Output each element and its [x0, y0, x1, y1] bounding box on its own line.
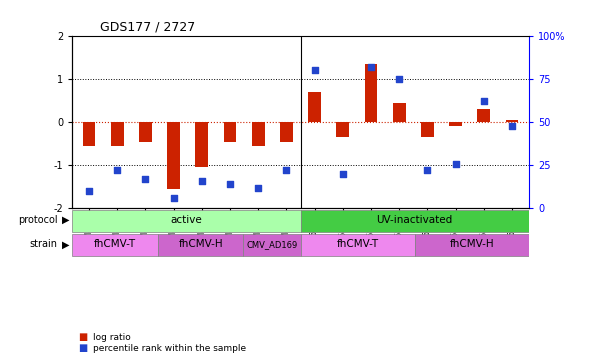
Text: ▶: ▶	[63, 215, 70, 225]
Point	[254, 185, 263, 191]
FancyBboxPatch shape	[300, 234, 415, 256]
Point	[479, 99, 489, 104]
Bar	[337, 122, 349, 137]
Bar	[195, 122, 208, 167]
Text: active: active	[171, 215, 202, 225]
Point	[310, 67, 319, 73]
Text: fhCMV-T: fhCMV-T	[337, 240, 379, 250]
Text: CMV_AD169: CMV_AD169	[246, 240, 297, 249]
Point	[394, 76, 404, 82]
Point	[338, 171, 347, 177]
Text: fhCMV-H: fhCMV-H	[450, 240, 494, 250]
Point	[366, 64, 376, 70]
FancyBboxPatch shape	[415, 234, 529, 256]
FancyBboxPatch shape	[300, 210, 529, 232]
FancyBboxPatch shape	[72, 234, 157, 256]
Text: protocol: protocol	[18, 215, 58, 225]
Bar	[477, 109, 490, 122]
Point	[225, 181, 235, 187]
Bar	[365, 64, 377, 122]
Bar	[224, 122, 236, 141]
Text: fhCMV-T: fhCMV-T	[94, 240, 136, 250]
Bar	[167, 122, 180, 189]
Bar	[139, 122, 152, 141]
Bar	[449, 122, 462, 126]
Point	[451, 161, 460, 166]
Point	[423, 167, 432, 173]
Point	[197, 178, 207, 183]
Point	[282, 167, 291, 173]
Text: percentile rank within the sample: percentile rank within the sample	[93, 343, 246, 353]
Point	[112, 167, 122, 173]
Bar	[393, 103, 406, 122]
Text: ■: ■	[78, 332, 87, 342]
Bar	[83, 122, 96, 146]
Text: GDS177 / 2727: GDS177 / 2727	[100, 20, 195, 33]
Bar	[252, 122, 264, 146]
Text: ■: ■	[78, 343, 87, 353]
Point	[507, 123, 517, 129]
Point	[84, 188, 94, 194]
Bar	[421, 122, 434, 137]
Bar	[505, 120, 518, 122]
FancyBboxPatch shape	[72, 210, 300, 232]
FancyBboxPatch shape	[157, 234, 243, 256]
Bar	[308, 92, 321, 122]
Text: UV-inactivated: UV-inactivated	[377, 215, 453, 225]
Point	[141, 176, 150, 182]
Text: strain: strain	[30, 240, 58, 250]
Point	[169, 195, 178, 201]
Text: log ratio: log ratio	[93, 333, 131, 342]
Text: ▶: ▶	[63, 240, 70, 250]
Text: fhCMV-H: fhCMV-H	[178, 240, 223, 250]
Bar	[111, 122, 124, 146]
Bar	[280, 122, 293, 141]
FancyBboxPatch shape	[243, 234, 300, 256]
